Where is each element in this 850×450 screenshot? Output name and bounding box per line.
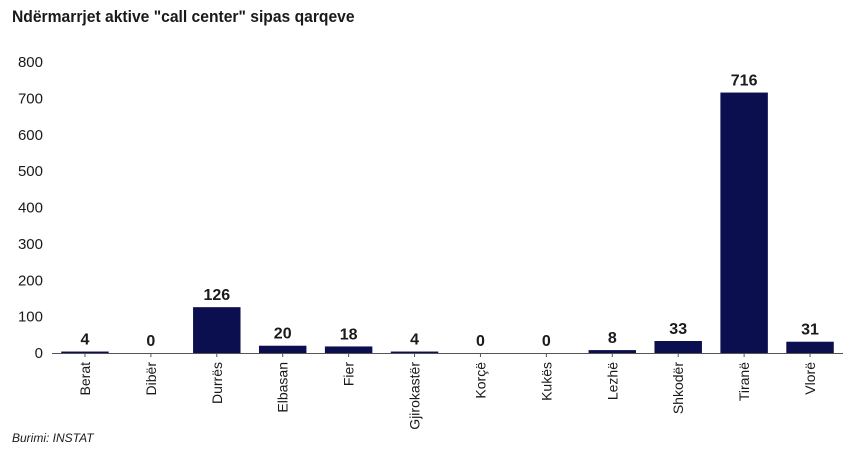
y-tick-label: 700 <box>18 90 43 107</box>
bar-tiranë <box>720 92 768 354</box>
y-tick-label: 200 <box>18 272 43 289</box>
y-tick-label: 400 <box>18 200 43 217</box>
source-note: Burimi: INSTAT <box>12 431 94 445</box>
data-label: 0 <box>542 333 551 350</box>
x-tick-label: Elbasan <box>275 362 291 413</box>
data-label: 0 <box>146 333 155 350</box>
bar-vlorë <box>786 341 834 353</box>
x-tick-label: Gjirokastër <box>407 362 423 430</box>
x-tick-label: Lezhë <box>604 362 620 400</box>
data-label: 20 <box>274 326 292 343</box>
bar-durrës <box>193 307 241 353</box>
bar-berat <box>61 351 109 353</box>
bar-shkodër <box>654 340 702 353</box>
data-label: 8 <box>608 330 617 347</box>
bar-series: 4 0 126 20 18 4 0 0 8 33 716 31 <box>61 73 834 354</box>
data-label: 126 <box>203 287 230 304</box>
bar-fier <box>324 346 373 353</box>
y-tick-label: 100 <box>18 309 43 326</box>
data-label: 33 <box>669 321 687 338</box>
data-label: 4 <box>410 332 419 349</box>
y-tick-label: 600 <box>18 127 43 144</box>
y-tick-label: 800 <box>18 54 43 71</box>
x-tick-label: Dibër <box>143 362 159 396</box>
y-tick-label: 500 <box>18 163 43 180</box>
x-axis: Berat Dibër Durrës Elbasan Fier Gjirokastër Ko… <box>52 353 843 430</box>
data-label: 716 <box>731 73 758 90</box>
y-tick-label: 300 <box>18 236 43 253</box>
x-tick-label: Kukës <box>538 362 554 401</box>
bar-gjirokastër <box>390 351 439 353</box>
data-label: 18 <box>340 326 358 343</box>
bar-elbasan <box>258 345 307 353</box>
x-tick-label: Korçë <box>472 362 488 399</box>
y-axis: 0 100 200 300 400 500 600 700 800 <box>18 54 43 362</box>
x-tick-label: Fier <box>341 362 357 386</box>
x-tick-label: Vlorë <box>802 362 818 395</box>
bar-lezhë <box>588 350 637 353</box>
data-label: 0 <box>476 333 485 350</box>
x-tick-label: Berat <box>77 362 93 396</box>
x-tick-label: Tiranë <box>736 362 752 401</box>
x-tick-label: Shkodër <box>670 362 686 414</box>
y-tick-label: 0 <box>35 345 43 362</box>
data-label: 31 <box>801 322 819 339</box>
chart-title: Ndërmarrjet aktive "call center" sipas q… <box>12 7 355 26</box>
data-label: 4 <box>81 332 90 349</box>
x-tick-label: Durrës <box>209 362 225 404</box>
